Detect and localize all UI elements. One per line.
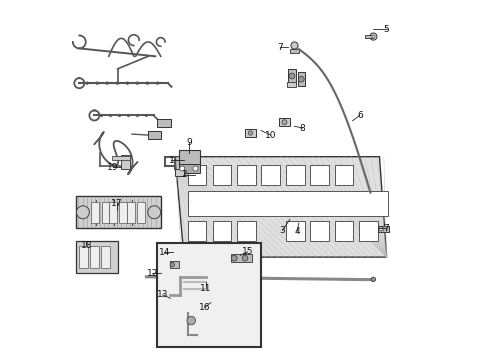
Bar: [188, 165, 206, 185]
Bar: [286, 221, 304, 241]
Circle shape: [148, 206, 161, 219]
Bar: [213, 165, 231, 185]
Text: 2: 2: [181, 170, 187, 179]
Circle shape: [193, 166, 198, 171]
Bar: [286, 165, 304, 185]
Circle shape: [291, 42, 298, 49]
Text: 15: 15: [242, 247, 254, 256]
Text: 7: 7: [277, 43, 283, 52]
Circle shape: [242, 255, 248, 261]
Bar: [262, 165, 280, 185]
Bar: [101, 202, 109, 223]
Circle shape: [187, 316, 196, 325]
Circle shape: [76, 206, 89, 219]
Text: 3: 3: [280, 226, 286, 235]
Bar: [126, 202, 135, 223]
Circle shape: [96, 82, 98, 85]
Bar: [237, 165, 256, 185]
Bar: [310, 221, 329, 241]
Bar: [79, 246, 88, 268]
Polygon shape: [175, 157, 387, 257]
Circle shape: [100, 114, 103, 117]
Bar: [122, 155, 130, 169]
Bar: [157, 119, 171, 127]
Bar: [188, 192, 389, 216]
Bar: [91, 202, 98, 223]
Circle shape: [136, 82, 139, 85]
Circle shape: [298, 76, 304, 82]
Bar: [112, 156, 130, 160]
Bar: [366, 35, 373, 39]
Bar: [157, 243, 261, 347]
Bar: [76, 241, 118, 273]
Text: 12: 12: [147, 269, 158, 278]
Bar: [335, 165, 353, 185]
Bar: [287, 82, 296, 87]
Text: 18: 18: [81, 241, 92, 250]
Text: 1: 1: [169, 156, 174, 165]
Text: 4: 4: [294, 228, 300, 237]
Circle shape: [127, 114, 130, 117]
Circle shape: [156, 82, 159, 85]
Circle shape: [145, 114, 148, 117]
Circle shape: [282, 120, 287, 125]
Circle shape: [118, 114, 121, 117]
Circle shape: [379, 227, 383, 230]
Circle shape: [116, 82, 119, 85]
Circle shape: [146, 82, 149, 85]
Bar: [120, 202, 127, 223]
Circle shape: [248, 131, 252, 135]
Circle shape: [126, 82, 129, 85]
Bar: [175, 168, 184, 176]
Bar: [148, 131, 161, 139]
Bar: [231, 253, 252, 262]
Bar: [288, 69, 296, 83]
Circle shape: [372, 35, 375, 38]
Text: 14: 14: [159, 248, 170, 257]
Text: 5: 5: [384, 25, 390, 34]
Text: 11: 11: [200, 284, 211, 293]
Bar: [279, 118, 290, 126]
Text: 16: 16: [199, 303, 211, 312]
Bar: [245, 129, 256, 137]
Text: 6: 6: [357, 111, 363, 120]
Circle shape: [136, 114, 139, 117]
Text: 17: 17: [111, 199, 122, 208]
Bar: [179, 164, 200, 173]
Circle shape: [180, 166, 185, 171]
Bar: [182, 164, 197, 169]
Text: 9: 9: [187, 138, 192, 147]
Bar: [90, 246, 99, 268]
Bar: [237, 221, 256, 241]
Circle shape: [86, 82, 89, 85]
Circle shape: [371, 277, 375, 282]
Bar: [290, 49, 299, 53]
Text: 8: 8: [299, 123, 305, 132]
Text: 7: 7: [383, 224, 389, 233]
Circle shape: [170, 262, 174, 267]
Circle shape: [289, 73, 295, 79]
Circle shape: [109, 114, 112, 117]
Bar: [109, 202, 117, 223]
Bar: [188, 221, 206, 241]
Bar: [378, 226, 389, 232]
Bar: [213, 221, 231, 241]
Bar: [298, 72, 304, 86]
Bar: [101, 246, 110, 268]
Bar: [310, 165, 329, 185]
Circle shape: [231, 255, 237, 261]
Text: 10: 10: [265, 131, 276, 140]
Bar: [335, 221, 353, 241]
Bar: [359, 221, 378, 241]
Circle shape: [370, 33, 377, 40]
Circle shape: [106, 82, 109, 85]
Bar: [76, 196, 161, 228]
Bar: [179, 149, 200, 166]
Bar: [170, 261, 179, 268]
Text: 19: 19: [107, 163, 119, 172]
Text: 13: 13: [157, 290, 168, 299]
Bar: [137, 202, 146, 223]
